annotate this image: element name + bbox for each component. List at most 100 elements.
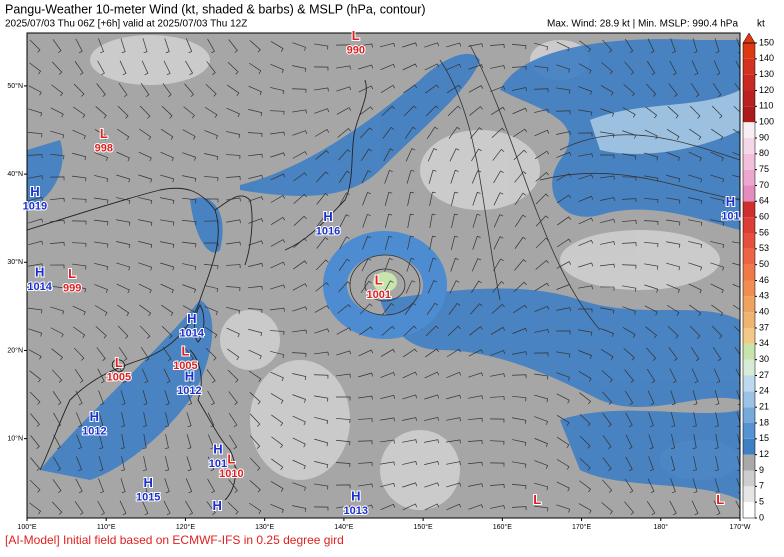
wind-barb [74, 61, 84, 76]
wind-barb [425, 84, 440, 94]
center-pressure: 1005 [107, 372, 131, 384]
wind-barb [28, 240, 44, 246]
wind-barb [226, 306, 241, 315]
wind-barb [293, 215, 307, 226]
wind-barb [534, 42, 549, 51]
wind-barb [470, 127, 483, 139]
wind-barb [666, 219, 681, 226]
wind-barb [162, 347, 172, 362]
colorbar-cell [743, 423, 755, 439]
wind-barb [579, 413, 591, 427]
lon-tick-label: 160°E [493, 523, 512, 531]
wind-barb [468, 461, 483, 466]
wind-barb [270, 173, 286, 181]
wind-barb [335, 462, 351, 468]
footer: [AI-Model] Initial field based on ECMWF-… [5, 533, 344, 547]
wind-barb [450, 169, 459, 184]
wind-barb [449, 148, 460, 162]
wind-barb [248, 349, 262, 360]
wind-barb [75, 478, 83, 494]
wind-barb [404, 302, 417, 315]
wind-barb [382, 302, 395, 315]
typhoon-ring [323, 231, 447, 339]
center-pressure: 1010 [219, 468, 243, 480]
wind-barb [736, 478, 740, 494]
wind-barb [578, 63, 592, 74]
wind-barb [468, 395, 483, 400]
wind-barb [380, 42, 395, 48]
wind-barb [74, 369, 84, 384]
wind-barb [249, 413, 261, 427]
wind-barb [28, 349, 42, 360]
wind-barb [489, 418, 505, 423]
wind-barb [689, 325, 701, 339]
colorbar-tick-label: 30 [759, 354, 769, 364]
wind-barb [490, 350, 506, 356]
wind-barb [533, 352, 549, 357]
wind-barb [490, 106, 506, 116]
wind-barb [643, 242, 659, 248]
wind-barb [119, 500, 127, 516]
wind-barb [248, 153, 263, 158]
lat-tick-label: 30°N [7, 258, 23, 266]
wind-barb [424, 482, 440, 488]
wind-barb [710, 197, 725, 205]
wind-barb [314, 483, 329, 490]
wind-barb [425, 348, 440, 358]
wind-barb [645, 106, 658, 119]
wind-barb [116, 128, 130, 140]
wind-barb [534, 65, 549, 72]
wind-barb [72, 305, 86, 316]
wind-barb [207, 434, 215, 450]
colorbar-tick-label: 43 [759, 291, 769, 301]
wind-barb [248, 174, 263, 180]
wind-barb [314, 108, 330, 114]
wind-barb [160, 151, 174, 162]
wind-barb [689, 304, 702, 317]
wind-barb [207, 412, 215, 428]
wind-barb [163, 60, 171, 76]
wind-barb [76, 412, 83, 428]
wind-barb [164, 478, 170, 494]
wind-barb [424, 417, 439, 421]
colorbar-cell [743, 502, 755, 518]
wind-barb [97, 60, 105, 76]
wind-barb [622, 285, 637, 292]
center-pressure: 1001 [367, 289, 391, 301]
wind-barb [335, 44, 351, 49]
wind-barb [338, 149, 351, 161]
center-pressure: 1012 [177, 385, 201, 397]
wind-barb [160, 304, 174, 317]
wind-barb [72, 175, 87, 182]
wind-barb [491, 127, 505, 139]
wind-barb [490, 373, 505, 378]
wind-barb [359, 303, 373, 315]
wind-barb [648, 456, 654, 472]
wind-barb [182, 284, 197, 293]
wind-barb [75, 38, 83, 54]
wind-barb [512, 417, 527, 424]
wind-barb [228, 412, 238, 428]
wind-barb [688, 262, 703, 271]
wind-barb [380, 371, 396, 378]
wind-barb [557, 194, 572, 204]
wind-barb [600, 349, 614, 360]
wind-barb [316, 193, 329, 205]
wind-barb [98, 412, 104, 428]
wind-barb [183, 106, 195, 119]
wind-barb [73, 106, 86, 119]
wind-barb [292, 130, 308, 136]
wind-barb [227, 84, 240, 97]
wind-barb [426, 302, 439, 315]
wind-barb [493, 236, 504, 250]
wind-barb [534, 394, 549, 403]
center-pressure: 1014 [180, 328, 205, 340]
wind-barb [446, 84, 462, 94]
wind-barb [185, 478, 193, 494]
colorbar-cell [743, 185, 755, 202]
wind-barb [446, 417, 461, 422]
wind-barb [292, 283, 308, 291]
wind-barb [556, 41, 570, 52]
wind-barb [489, 440, 505, 445]
wind-barb [52, 39, 62, 54]
